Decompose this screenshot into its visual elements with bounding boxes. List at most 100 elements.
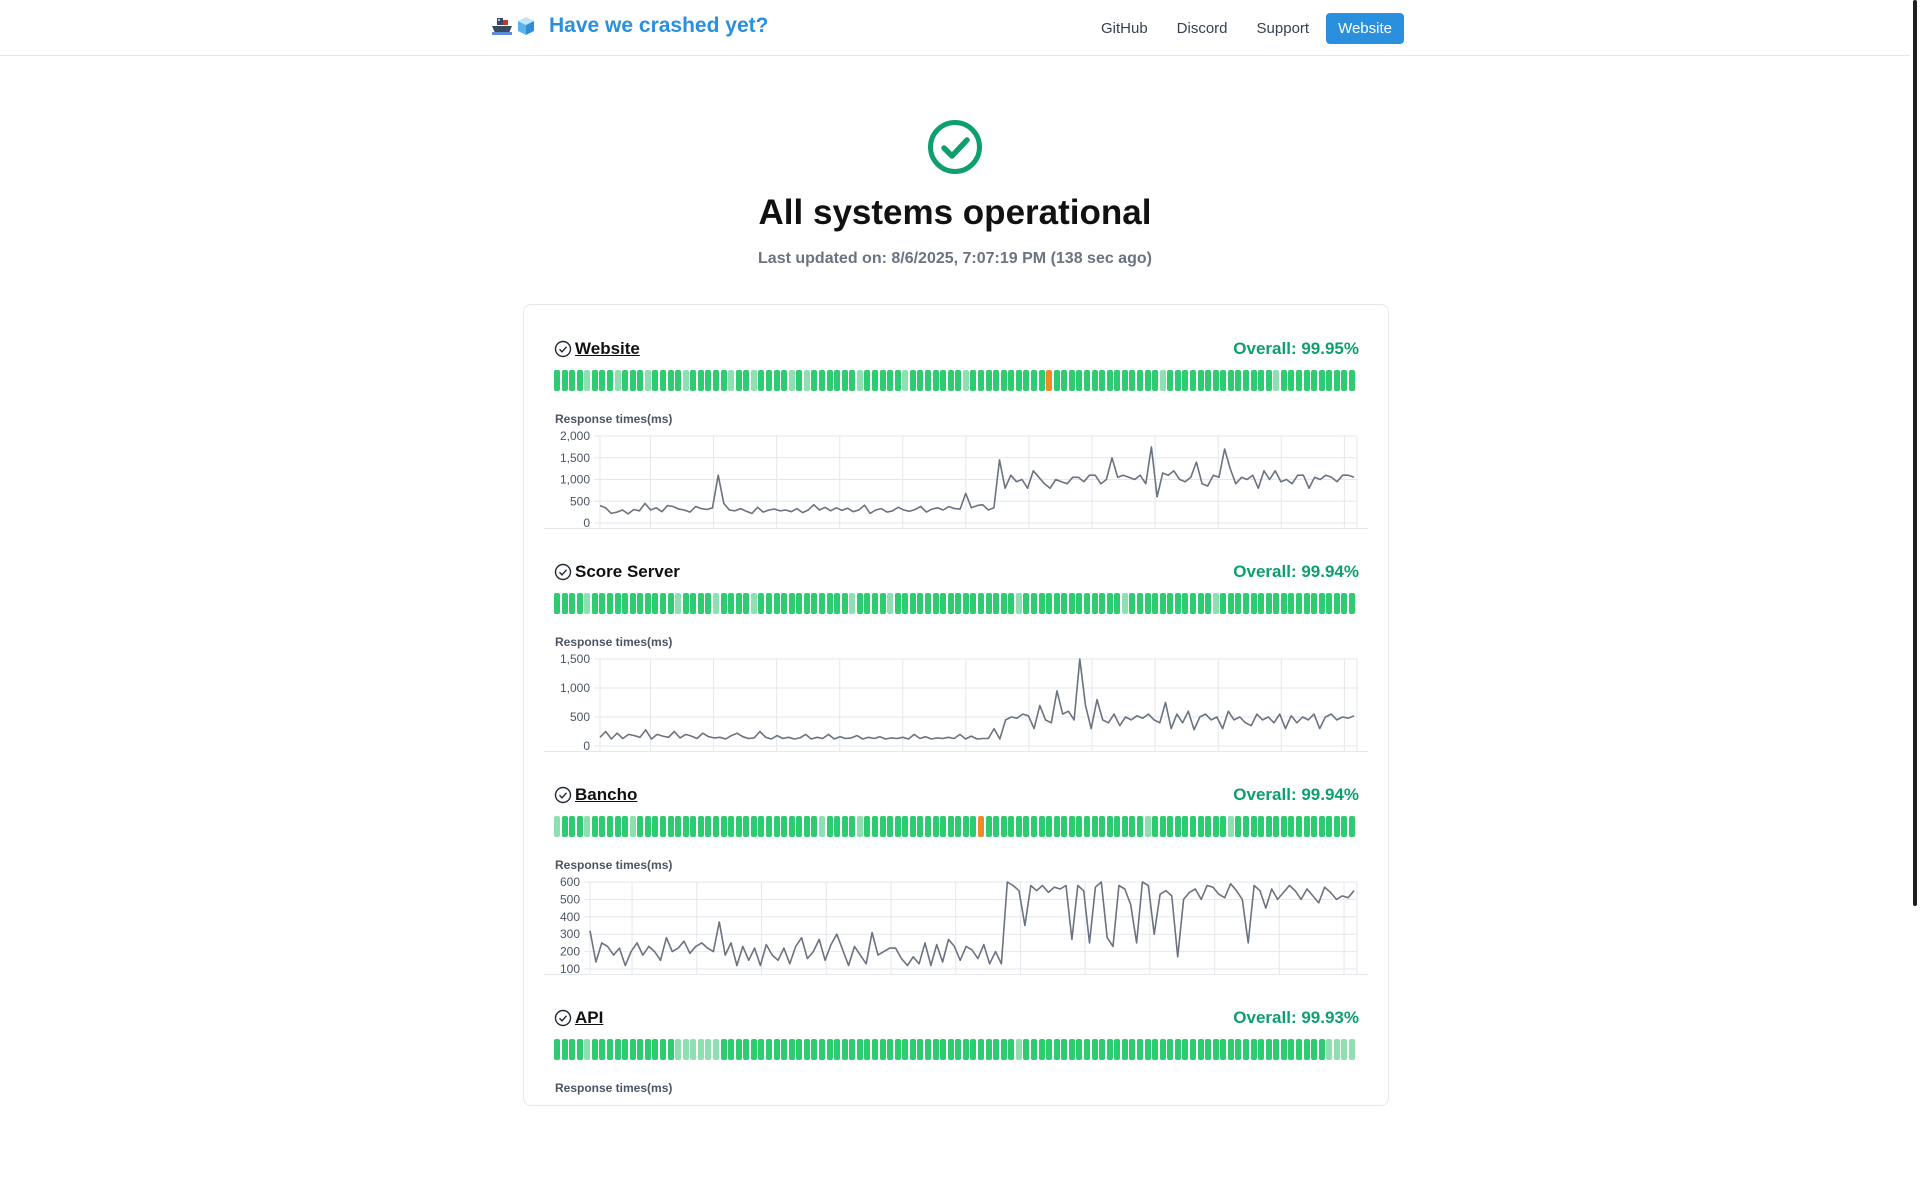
uptime-bar[interactable] bbox=[803, 816, 810, 837]
uptime-bar[interactable] bbox=[1349, 593, 1355, 614]
uptime-bar[interactable] bbox=[1084, 816, 1090, 837]
nav-support-link[interactable]: Support bbox=[1256, 20, 1310, 37]
scrollbar-thumb[interactable] bbox=[1913, 0, 1917, 906]
uptime-bar[interactable] bbox=[1265, 816, 1272, 837]
uptime-bar[interactable] bbox=[917, 1039, 924, 1060]
uptime-bar[interactable] bbox=[637, 816, 644, 837]
uptime-bar[interactable] bbox=[728, 1039, 735, 1060]
uptime-bar[interactable] bbox=[887, 370, 894, 391]
uptime-bar[interactable] bbox=[1212, 370, 1219, 391]
uptime-bar[interactable] bbox=[1190, 593, 1196, 614]
uptime-bar[interactable] bbox=[1053, 370, 1060, 391]
uptime-bar[interactable] bbox=[1152, 370, 1159, 391]
uptime-bar[interactable] bbox=[660, 593, 666, 614]
uptime-bar[interactable] bbox=[637, 1039, 644, 1060]
uptime-bar[interactable] bbox=[985, 816, 992, 837]
uptime-bar[interactable] bbox=[766, 370, 772, 391]
uptime-bar[interactable] bbox=[607, 593, 613, 614]
uptime-bar[interactable] bbox=[599, 1039, 606, 1060]
uptime-bar[interactable] bbox=[819, 1039, 825, 1060]
uptime-bar[interactable] bbox=[1152, 1039, 1159, 1060]
uptime-bar[interactable] bbox=[788, 593, 795, 614]
uptime-bar[interactable] bbox=[1015, 1039, 1022, 1060]
uptime-bar[interactable] bbox=[1235, 1039, 1242, 1060]
uptime-bar[interactable] bbox=[1114, 1039, 1121, 1060]
uptime-bar[interactable] bbox=[781, 593, 788, 614]
uptime-bar[interactable] bbox=[1008, 816, 1015, 837]
uptime-bar[interactable] bbox=[1061, 593, 1068, 614]
site-title[interactable]: Have we crashed yet? bbox=[549, 14, 769, 37]
uptime-bar[interactable] bbox=[607, 1039, 613, 1060]
uptime-bar[interactable] bbox=[819, 370, 825, 391]
uptime-bar[interactable] bbox=[1311, 1039, 1318, 1060]
uptime-bar[interactable] bbox=[773, 816, 780, 837]
uptime-bar[interactable] bbox=[811, 1039, 818, 1060]
uptime-bar[interactable] bbox=[629, 816, 636, 837]
uptime-bar[interactable] bbox=[1053, 593, 1060, 614]
uptime-bar[interactable] bbox=[1076, 816, 1083, 837]
uptime-bar[interactable] bbox=[675, 593, 682, 614]
uptime-bar[interactable] bbox=[561, 593, 568, 614]
uptime-bar[interactable] bbox=[1205, 816, 1212, 837]
uptime-bar[interactable] bbox=[705, 816, 712, 837]
uptime-bar[interactable] bbox=[667, 1039, 674, 1060]
uptime-bar[interactable] bbox=[841, 370, 848, 391]
uptime-bar[interactable] bbox=[894, 370, 901, 391]
uptime-bar[interactable] bbox=[1265, 593, 1272, 614]
uptime-bar[interactable] bbox=[1152, 816, 1159, 837]
uptime-bar[interactable] bbox=[1250, 816, 1257, 837]
uptime-bar[interactable] bbox=[947, 816, 954, 837]
uptime-bar[interactable] bbox=[985, 1039, 992, 1060]
uptime-bar[interactable] bbox=[940, 816, 947, 837]
uptime-bar[interactable] bbox=[1091, 1039, 1098, 1060]
uptime-bar[interactable] bbox=[819, 593, 825, 614]
uptime-bar[interactable] bbox=[796, 816, 803, 837]
uptime-bar[interactable] bbox=[909, 1039, 916, 1060]
uptime-bar[interactable] bbox=[652, 1039, 659, 1060]
uptime-bar[interactable] bbox=[607, 816, 613, 837]
uptime-bar[interactable] bbox=[894, 816, 901, 837]
uptime-bar[interactable] bbox=[576, 593, 583, 614]
uptime-bar[interactable] bbox=[962, 816, 969, 837]
uptime-bar[interactable] bbox=[803, 370, 810, 391]
uptime-bar[interactable] bbox=[1318, 370, 1325, 391]
uptime-bar[interactable] bbox=[1258, 370, 1265, 391]
uptime-bar[interactable] bbox=[750, 816, 757, 837]
uptime-bar[interactable] bbox=[1220, 816, 1227, 837]
uptime-bar[interactable] bbox=[1318, 1039, 1325, 1060]
service-name-link[interactable]: Website bbox=[575, 339, 640, 358]
uptime-bar[interactable] bbox=[856, 816, 863, 837]
uptime-bar[interactable] bbox=[629, 370, 636, 391]
uptime-bar[interactable] bbox=[1273, 816, 1280, 837]
uptime-bar[interactable] bbox=[1046, 593, 1053, 614]
uptime-bar[interactable] bbox=[856, 593, 863, 614]
uptime-bar[interactable] bbox=[925, 816, 931, 837]
uptime-bar[interactable] bbox=[644, 593, 651, 614]
uptime-bar[interactable] bbox=[796, 1039, 803, 1060]
uptime-bar[interactable] bbox=[864, 370, 871, 391]
uptime-bar[interactable] bbox=[750, 370, 757, 391]
uptime-bar[interactable] bbox=[576, 1039, 583, 1060]
uptime-bar[interactable] bbox=[1053, 816, 1060, 837]
uptime-bar[interactable] bbox=[1144, 816, 1151, 837]
uptime-bar[interactable] bbox=[1121, 816, 1128, 837]
uptime-bar[interactable] bbox=[660, 370, 666, 391]
uptime-bar[interactable] bbox=[841, 593, 848, 614]
uptime-bar[interactable] bbox=[667, 816, 674, 837]
uptime-bar[interactable] bbox=[826, 816, 833, 837]
uptime-bar[interactable] bbox=[781, 816, 788, 837]
uptime-bar[interactable] bbox=[1174, 816, 1181, 837]
uptime-bar[interactable] bbox=[1008, 593, 1015, 614]
uptime-bar[interactable] bbox=[1061, 816, 1068, 837]
uptime-bar[interactable] bbox=[561, 370, 568, 391]
uptime-bar[interactable] bbox=[576, 370, 583, 391]
uptime-bar[interactable] bbox=[675, 370, 682, 391]
uptime-bar[interactable] bbox=[887, 1039, 894, 1060]
uptime-bar[interactable] bbox=[1084, 593, 1090, 614]
uptime-bar[interactable] bbox=[1167, 816, 1174, 837]
uptime-bar[interactable] bbox=[644, 816, 651, 837]
uptime-bar[interactable] bbox=[690, 370, 697, 391]
uptime-bar[interactable] bbox=[690, 1039, 697, 1060]
uptime-bar[interactable] bbox=[864, 816, 871, 837]
uptime-bar[interactable] bbox=[1038, 1039, 1045, 1060]
